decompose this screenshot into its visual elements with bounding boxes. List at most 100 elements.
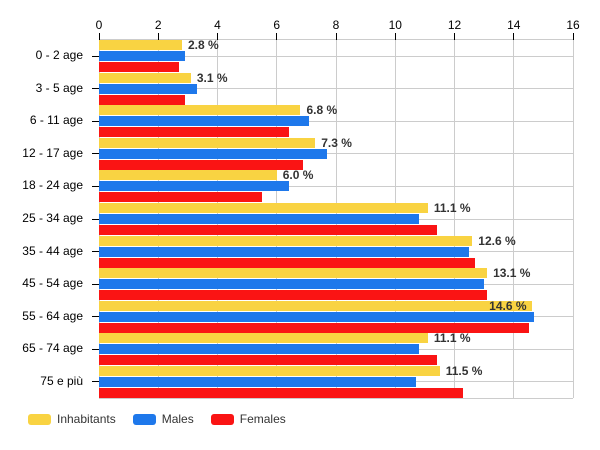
value-label: 2.8 % (187, 38, 219, 53)
legend-item-inhabitants[interactable]: Inhabitants (28, 412, 116, 426)
category-label: 18 - 24 age (22, 178, 83, 193)
x-tick-label: 14 (507, 18, 521, 32)
bar-females[interactable] (99, 257, 476, 268)
bar-males[interactable] (99, 181, 289, 192)
bar-males[interactable] (99, 311, 535, 322)
h-gridline (99, 153, 573, 155)
legend-swatch-females (210, 413, 234, 425)
value-label: 3.1 % (196, 70, 228, 85)
bar-inhabitants[interactable] (99, 40, 182, 51)
value-label: 12.6 % (478, 233, 516, 248)
bar-inhabitants[interactable] (99, 235, 473, 246)
bar-males[interactable] (99, 51, 185, 62)
category-label: 75 e più (40, 373, 83, 388)
bar-inhabitants[interactable] (99, 137, 316, 148)
legend-item-males[interactable]: Males (132, 412, 194, 426)
bar-inhabitants[interactable] (99, 170, 277, 181)
category-label: 65 - 74 age (22, 341, 83, 356)
y-axis-labels: 0 - 2 age 3 - 5 age 6 - 11 age 12 - 17 age 1… (0, 39, 92, 397)
value-label: 14.6 % (489, 298, 527, 313)
category-tick-mark (92, 55, 99, 57)
category-tick-mark (92, 88, 99, 90)
h-gridline (99, 185, 573, 187)
bar-males[interactable] (99, 246, 470, 257)
legend-label-females: Females (239, 412, 286, 426)
h-gridline (99, 120, 573, 122)
category-tick-mark (92, 120, 99, 122)
bar-females[interactable] (99, 159, 304, 170)
legend-swatch-inhabitants (28, 413, 51, 425)
x-tick-mark (157, 33, 159, 40)
x-tick-label: 6 (273, 18, 281, 32)
category-tick-mark (92, 218, 99, 220)
category-label: 35 - 44 age (22, 243, 83, 258)
bar-females[interactable] (99, 62, 179, 73)
category-tick-mark (92, 316, 99, 318)
value-label: 7.3 % (321, 135, 352, 150)
x-tick-label: 16 (566, 18, 580, 32)
legend-label-males: Males (161, 412, 194, 426)
value-label: 6.8 % (306, 103, 338, 118)
x-tick-mark (513, 33, 515, 40)
x-tick-mark (394, 33, 396, 40)
bar-males[interactable] (99, 83, 197, 94)
bar-males[interactable] (99, 376, 416, 387)
legend-label-inhabitants: Inhabitants (57, 412, 116, 426)
legend-swatch-males (132, 413, 156, 425)
bar-females[interactable] (99, 387, 464, 398)
h-gridline (99, 88, 573, 90)
bar-inhabitants[interactable] (99, 268, 488, 279)
value-label: 11.5 % (445, 363, 483, 378)
bar-inhabitants[interactable] (99, 365, 440, 376)
bar-females[interactable] (99, 290, 488, 301)
category-label: 0 - 2 age (35, 48, 83, 63)
bar-males[interactable] (99, 148, 328, 159)
category-label: 12 - 17 age (22, 145, 83, 160)
category-tick-mark (92, 381, 99, 383)
category-tick-mark (92, 153, 99, 155)
value-label: 6.0 % (282, 168, 314, 183)
h-gridline (99, 55, 573, 57)
bar-inhabitants[interactable] (99, 300, 532, 311)
category-label: 45 - 54 age (22, 276, 83, 291)
x-tick-mark (572, 33, 574, 40)
x-tick-label: 12 (447, 18, 462, 32)
bar-females[interactable] (99, 192, 262, 203)
v-gridline (572, 40, 574, 398)
x-tick-mark (335, 33, 337, 40)
x-tick-label: 8 (332, 18, 340, 32)
bar-males[interactable] (99, 214, 419, 224)
bar-males[interactable] (99, 116, 310, 127)
legend: Inhabitants Males Females (28, 412, 286, 426)
category-tick-mark (92, 348, 99, 350)
value-label: 11.1 % (433, 331, 471, 346)
x-tick-mark (276, 33, 278, 40)
bar-inhabitants[interactable] (99, 333, 428, 344)
x-tick-label: 4 (214, 18, 221, 32)
bar-females[interactable] (99, 355, 437, 366)
legend-item-females[interactable]: Females (210, 412, 286, 426)
x-tick-label: 2 (154, 18, 162, 32)
bar-females[interactable] (99, 322, 529, 333)
x-tick-mark (98, 33, 100, 40)
category-tick-mark (92, 185, 99, 187)
bar-males[interactable] (99, 279, 485, 290)
bar-males[interactable] (99, 344, 419, 355)
x-tick-mark (454, 33, 455, 40)
bar-females[interactable] (99, 127, 289, 138)
x-tick-label: 10 (388, 18, 402, 32)
bar-inhabitants[interactable] (99, 105, 301, 116)
value-label: 13.1 % (493, 266, 531, 281)
value-label: 11.1 % (433, 201, 471, 215)
category-label: 25 - 34 age (22, 211, 83, 225)
category-label: 6 - 11 age (29, 113, 83, 128)
plot-area: 2.8 % 3.1 % 6.8 % 7.3 % 6.0 % 11.1 % 12.6 % 13.… (92, 33, 574, 399)
bar-inhabitants[interactable] (99, 72, 191, 83)
category-tick-mark (92, 251, 99, 253)
category-label: 55 - 64 age (22, 308, 83, 323)
bar-females[interactable] (99, 94, 185, 105)
category-tick-mark (92, 283, 99, 285)
bar-females[interactable] (99, 225, 437, 235)
bar-inhabitants[interactable] (99, 203, 428, 213)
